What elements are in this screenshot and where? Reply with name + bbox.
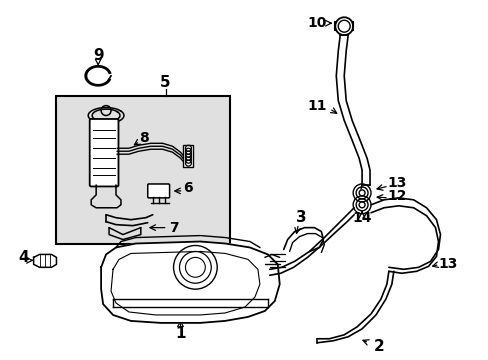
Text: 12: 12 [386, 189, 406, 203]
Text: 9: 9 [93, 49, 103, 63]
Text: 2: 2 [373, 339, 384, 354]
Circle shape [358, 202, 365, 208]
Text: 8: 8 [139, 131, 148, 145]
Text: 5: 5 [160, 75, 171, 90]
Text: 13: 13 [386, 176, 406, 190]
Text: 1: 1 [175, 326, 185, 341]
Bar [56, 96, 230, 244]
Text: 3: 3 [296, 210, 306, 225]
Polygon shape [101, 242, 279, 323]
Text: 4: 4 [19, 250, 29, 265]
Text: 7: 7 [168, 221, 178, 235]
FancyBboxPatch shape [89, 119, 118, 186]
Text: 11: 11 [307, 99, 326, 113]
Text: 10: 10 [307, 16, 326, 30]
Text: 14: 14 [352, 211, 371, 225]
Bar [183, 145, 193, 167]
Text: 6: 6 [183, 181, 193, 195]
FancyBboxPatch shape [147, 184, 169, 198]
Circle shape [358, 190, 365, 196]
Polygon shape [34, 255, 56, 267]
Text: 13: 13 [438, 257, 457, 271]
